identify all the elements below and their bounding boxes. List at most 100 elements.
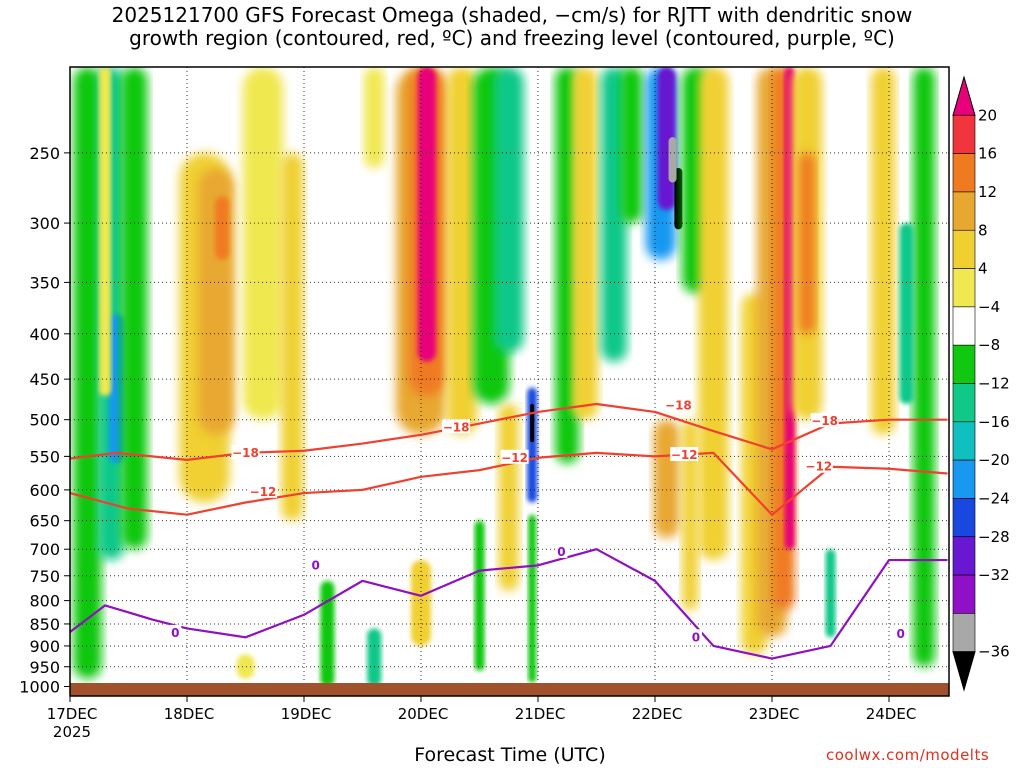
colorbar-label: 20 [978, 106, 997, 124]
omega-shade-patch [527, 387, 538, 503]
x-tick-label: 23DEC [749, 705, 800, 723]
omega-shade-patch [825, 549, 836, 638]
contour-label-bg [804, 458, 833, 473]
omega-shade-patch [99, 67, 112, 396]
omega-shade-patch [498, 403, 519, 591]
colorbar-label: −24 [978, 489, 1010, 507]
x-tick-label: 22DEC [632, 705, 683, 723]
colorbar-label: 4 [978, 260, 988, 278]
y-tick-label: 1000 [19, 677, 60, 696]
plot-frame [69, 66, 950, 697]
omega-shade-patch [913, 67, 936, 667]
contour-label-bg [309, 557, 322, 572]
colorbar-label: −32 [978, 566, 1010, 584]
contour-label-bg [664, 397, 693, 412]
y-tick-label: 250 [29, 144, 60, 163]
ground-terrain [70, 683, 949, 696]
omega-shade-patch [73, 67, 102, 679]
colorbar-label: 12 [978, 183, 997, 201]
contour-label-red: −18 [665, 399, 692, 413]
colorbar-segment [952, 153, 976, 193]
contour-label-purple: 0 [897, 627, 905, 641]
contour-label-bg [894, 625, 907, 640]
omega-shade-patch [799, 152, 816, 334]
x-tick-label: 18DEC [164, 705, 215, 723]
omega-shade-patch [474, 520, 485, 671]
colorbar-label: −20 [978, 451, 1010, 469]
x-axis: 17DEC 18DEC 19DEC 20DEC 21DEC 22DEC 23DEC 24DEC… [47, 696, 917, 741]
colorbar-segment [952, 613, 976, 652]
x-tick-label: 17DEC [47, 705, 98, 723]
omega-shade-patch [530, 403, 535, 443]
colorbar: 20 16 12 8 4 −4 −8 −12 −16 −20 −24 −28 −32 −36 [952, 75, 1010, 692]
x-tick-label: 19DEC [281, 705, 332, 723]
colorbar-segment [952, 268, 976, 308]
y-tick-label: 950 [29, 658, 60, 677]
contour-label-purple: 0 [557, 545, 565, 559]
contour-label-bg [500, 449, 529, 464]
omega-shade-patch [108, 314, 125, 464]
x-tick-label: 21DEC [515, 705, 566, 723]
colorbar-label: −12 [978, 375, 1010, 393]
colorbar-segment [952, 344, 976, 384]
x-year-label: 2025 [53, 723, 91, 741]
omega-shade-patch [493, 67, 524, 353]
omega-shade-patch [871, 67, 896, 435]
contour-label-bg [670, 446, 699, 461]
contour-labels: −18 −12 −18 −12 −18 −12 −18 −12 0 0 0 0 0 [169, 397, 907, 644]
colorbar-segment [952, 459, 976, 499]
colorbar-segment [952, 383, 976, 423]
y-tick-label: 900 [29, 637, 60, 656]
omega-shade-patch [784, 67, 795, 550]
colorbar-label: −8 [978, 336, 1000, 354]
omega-shade-patch [121, 67, 148, 550]
y-tick-label: 550 [29, 447, 60, 466]
colorbar-segment [952, 574, 976, 614]
y-tick-label: 500 [29, 411, 60, 430]
colorbar-label: −4 [978, 298, 1000, 316]
colorbar-segment [952, 421, 976, 461]
x-tick-label: 24DEC [866, 705, 917, 723]
contour-label-red: −12 [671, 448, 698, 462]
x-tick-label: 20DEC [398, 705, 449, 723]
contour-label-bg [689, 629, 702, 644]
contour-label-red: −12 [250, 485, 277, 499]
x-axis-title: Forecast Time (UTC) [414, 744, 606, 766]
colorbar-segment [952, 498, 976, 538]
y-tick-label: 450 [29, 370, 60, 389]
omega-shade-patch [243, 67, 284, 420]
colorbar-segment [952, 306, 976, 346]
omega-shade-patch [698, 67, 729, 561]
omega-shade-patch [281, 152, 304, 521]
contour-label-bg [555, 543, 568, 558]
omega-shade-patch [899, 223, 914, 404]
omega-shade-patch [417, 67, 436, 362]
colorbar-top-triangle [952, 75, 976, 116]
contour-label-purple: 0 [692, 630, 700, 644]
contour-label-purple: 0 [171, 626, 179, 640]
contour-line [70, 402, 948, 461]
omega-shade-patch [367, 628, 382, 687]
contour-label-bg [810, 413, 839, 428]
contour-label-red: −18 [443, 420, 470, 434]
colorbar-label: −16 [978, 413, 1010, 431]
omega-shade-patch [528, 514, 537, 683]
omega-shade-patch [682, 419, 699, 611]
y-tick-label: 750 [29, 567, 60, 586]
colorbar-bottom-triangle [952, 651, 976, 692]
title-line-2: growth region (contoured, red, ºC) and f… [129, 26, 895, 50]
credit-link[interactable]: coolwx.com/modelts [826, 746, 990, 764]
colorbar-label: 8 [978, 221, 988, 239]
omega-shade-patch [215, 196, 230, 260]
omega-shade-patch [364, 67, 385, 168]
contour-label-purple: 0 [312, 558, 320, 572]
omega-shade-patch [236, 654, 255, 679]
contour-label-red: −18 [811, 414, 838, 428]
title-line-1: 2025121700 GFS Forecast Omega (shaded, −… [111, 3, 913, 27]
y-tick-label: 400 [29, 325, 60, 344]
contour-label-red: −12 [805, 460, 832, 474]
colorbar-segment [952, 115, 976, 154]
y-tick-label: 850 [29, 615, 60, 634]
y-tick-label: 700 [29, 540, 60, 559]
omega-shade-patch [620, 67, 643, 224]
